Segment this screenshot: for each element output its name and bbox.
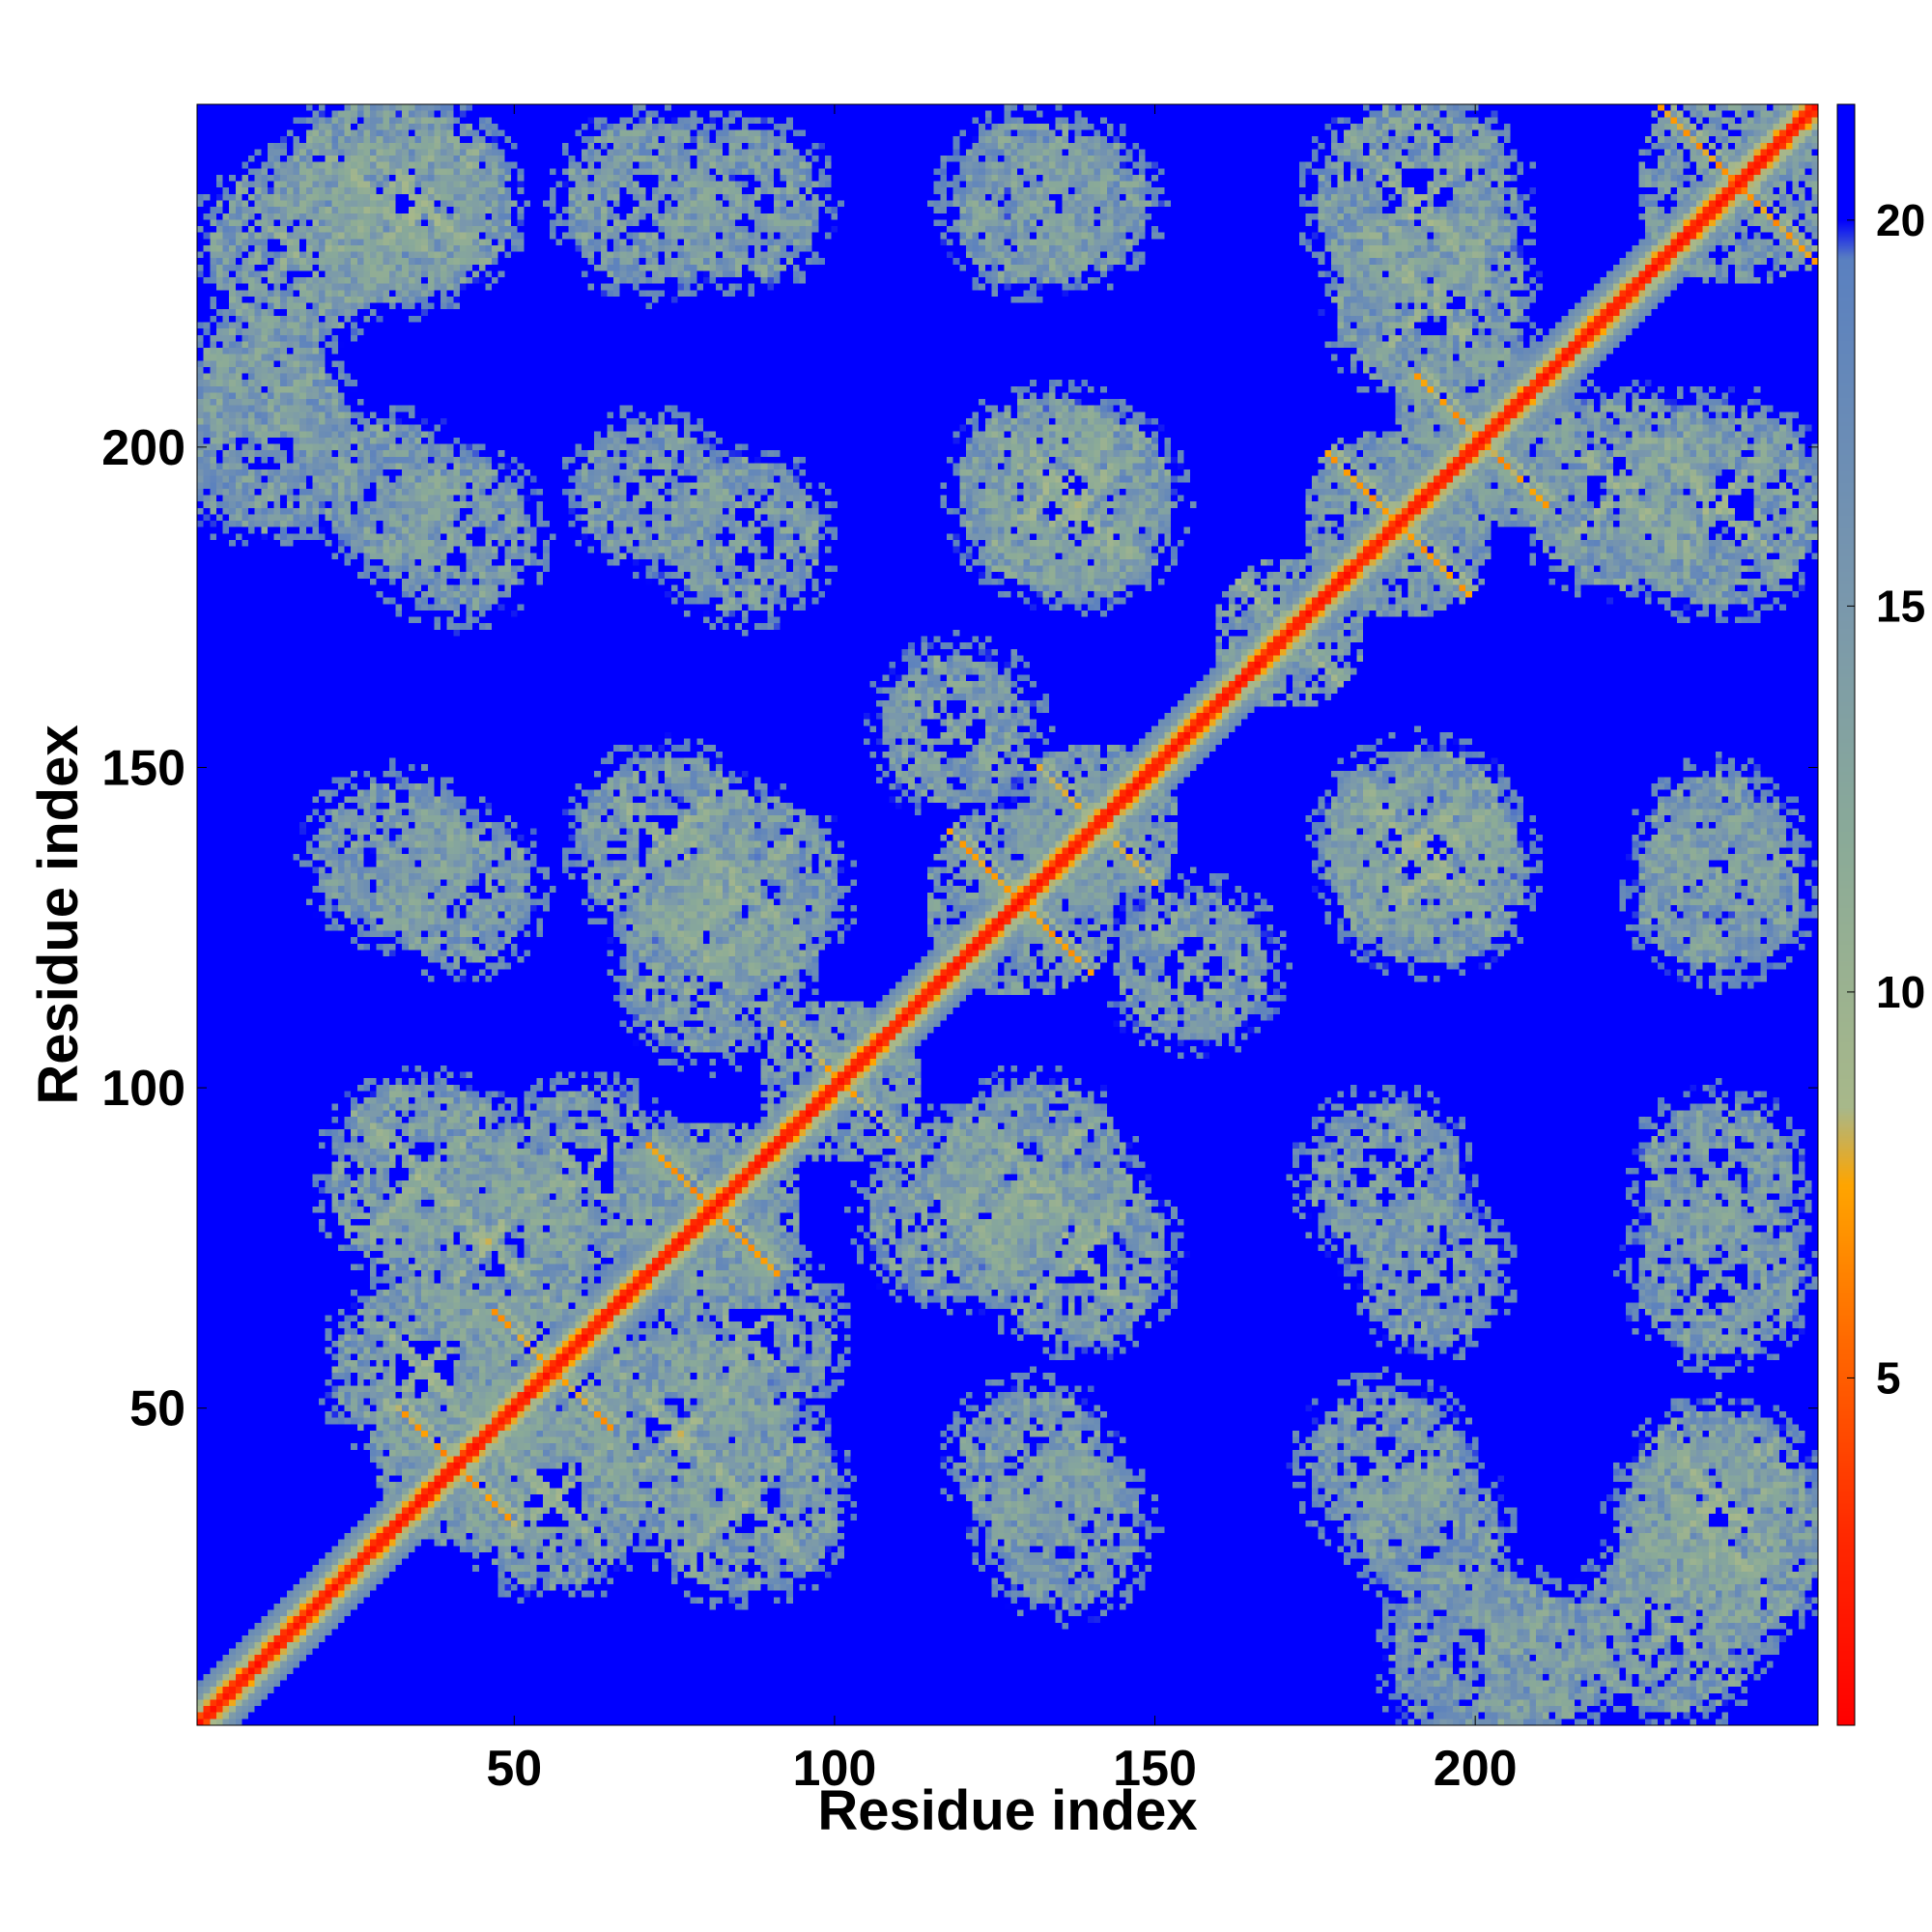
x-tick-label: 50 xyxy=(486,1741,542,1797)
colorbar-tick-label: 20 xyxy=(1876,195,1925,245)
colorbar: 5 10 15 20 xyxy=(1836,103,1925,1726)
colorbar-tick-label: 5 xyxy=(1876,1352,1901,1403)
colorbar-tick-label: 10 xyxy=(1876,967,1925,1017)
colorbar-tick-label: 15 xyxy=(1876,581,1925,631)
y-axis-title: Residue index xyxy=(27,724,90,1104)
y-tick-label: 100 xyxy=(101,1061,185,1117)
x-axis-title: Residue index xyxy=(817,1779,1197,1842)
x-tick-label: 100 xyxy=(793,1741,877,1797)
x-tick-label: 200 xyxy=(1434,1741,1518,1797)
x-tick-label: 150 xyxy=(1113,1741,1197,1797)
colorbar-frame xyxy=(1836,103,1856,1726)
y-tick-label: 50 xyxy=(129,1381,185,1437)
x-axis-ticks: 50 100 150 200 xyxy=(486,104,1518,1797)
colorbar-ticks: 5 10 15 20 xyxy=(1847,195,1925,1403)
y-tick-label: 200 xyxy=(101,420,185,476)
y-axis-ticks: 50 100 150 200 xyxy=(101,420,1818,1437)
colorbar-gradient-image xyxy=(1837,104,1855,1725)
heatmap xyxy=(197,104,1818,1725)
y-tick-label: 150 xyxy=(101,740,185,796)
plot-frame xyxy=(196,103,1819,1726)
heatmap-image xyxy=(197,104,1818,1725)
